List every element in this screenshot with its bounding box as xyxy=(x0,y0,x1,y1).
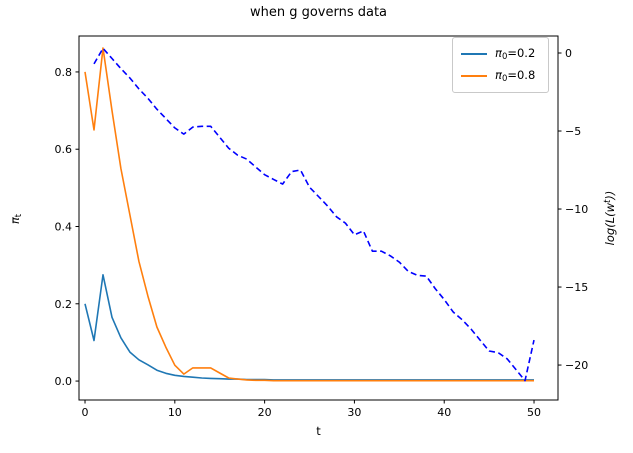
x-tick-label: 10 xyxy=(168,406,182,419)
loglik-label-sup: t xyxy=(603,199,613,203)
legend: π0=0.2 π0=0.8 xyxy=(452,37,549,93)
legend-line-sample xyxy=(461,75,487,77)
pi-subscript: t xyxy=(14,213,24,218)
pi-symbol: π xyxy=(8,217,22,225)
x-tick-label: 40 xyxy=(437,406,451,419)
x-axis-label: t xyxy=(316,424,321,438)
legend-item: π0=0.8 xyxy=(461,65,540,87)
x-tick-label: 30 xyxy=(347,406,361,419)
x-tick-label: 0 xyxy=(82,406,89,419)
loglik-label-pre: log(L(w xyxy=(603,203,617,246)
loglik-label-post: )) xyxy=(603,190,617,200)
y-tick-label-right: −5 xyxy=(565,125,581,138)
x-tick-label: 20 xyxy=(258,406,272,419)
y-tick-label-left: 0.0 xyxy=(55,375,73,388)
axes-frame xyxy=(78,35,559,401)
legend-item: π0=0.2 xyxy=(461,43,540,65)
series-pi0=0.8 xyxy=(84,47,534,382)
x-tick-label: 50 xyxy=(527,406,541,419)
y-tick-label-right: −15 xyxy=(565,281,588,294)
y-tick-label-left: 0.6 xyxy=(55,143,73,156)
y-axis-label-left: πt xyxy=(8,199,24,239)
legend-label: π0=0.8 xyxy=(495,68,536,84)
series-log-likelihood xyxy=(93,47,535,382)
legend-line-sample xyxy=(461,53,487,55)
y-tick-label-right: −10 xyxy=(565,203,588,216)
y-tick-label-left: 0.2 xyxy=(55,298,73,311)
y-tick-label-right: −20 xyxy=(565,359,588,372)
series-pi0=0.2 xyxy=(84,274,534,381)
y-axis-label-right: log(L(wt)) xyxy=(603,183,617,253)
y-tick-label-right: 0 xyxy=(565,47,572,60)
legend-label: π0=0.2 xyxy=(495,46,536,62)
y-tick-label-left: 0.8 xyxy=(55,66,73,79)
y-tick-label-left: 0.4 xyxy=(55,221,73,234)
chart-title: when g governs data xyxy=(249,5,388,20)
